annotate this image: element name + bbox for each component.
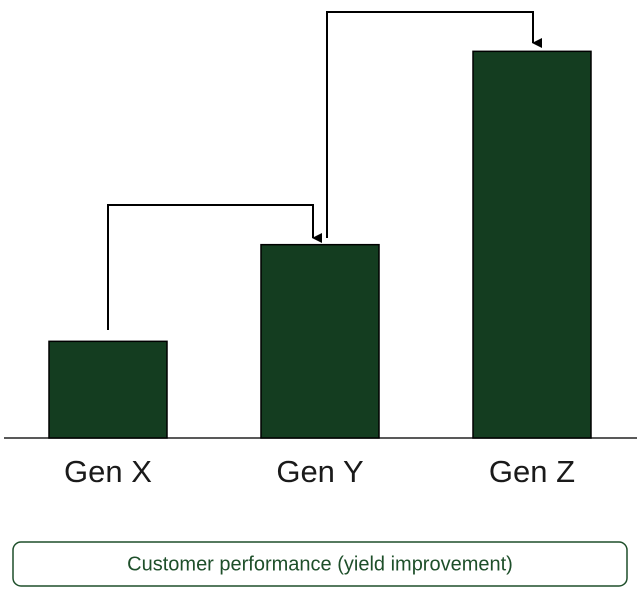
caption: Customer performance (yield improvement) (127, 553, 513, 575)
arrow (107, 204, 322, 330)
x-tick-label: Gen Y (276, 454, 363, 489)
x-tick-label: Gen Z (489, 454, 575, 489)
caption-box (12, 541, 628, 587)
bar (48, 340, 168, 439)
bar (472, 50, 592, 439)
bar (260, 243, 380, 439)
arrow (326, 11, 542, 238)
x-tick-label: Gen X (64, 454, 152, 489)
